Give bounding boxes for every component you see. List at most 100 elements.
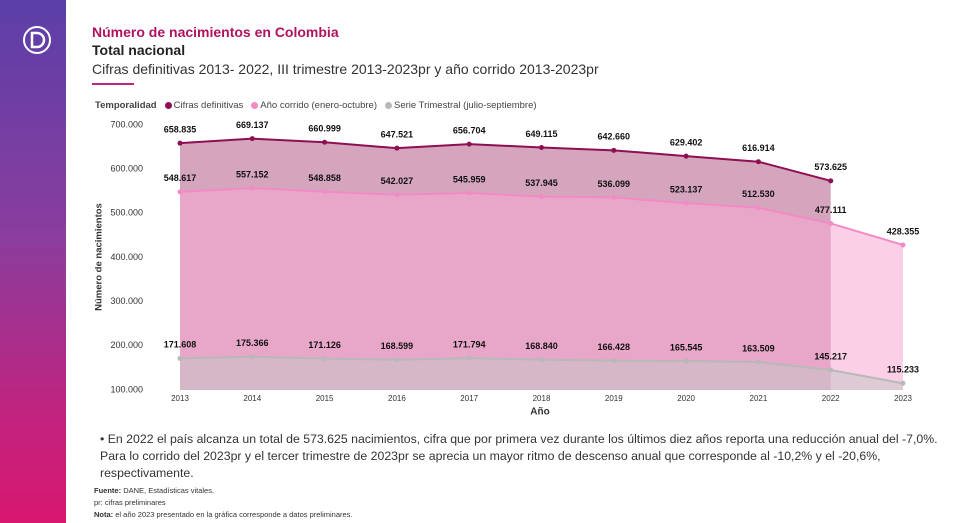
line [179, 137, 831, 182]
value-label: 477.111 [815, 205, 847, 215]
value-label: 536.099 [598, 179, 631, 189]
value-label: 656.704 [453, 125, 486, 135]
subtitle: Total nacional [92, 42, 186, 58]
value-label: 145.217 [814, 351, 847, 361]
point [249, 136, 255, 142]
value-label: 545.959 [453, 174, 486, 184]
legend-title: Temporalidad [95, 100, 157, 111]
point [828, 220, 834, 226]
legend-label: Cifras definitivas [173, 100, 244, 111]
value-label: 548.617 [164, 173, 197, 183]
value-label: 166.428 [598, 342, 631, 352]
value-label: 165.545 [670, 342, 703, 352]
point [683, 153, 689, 159]
point [466, 190, 472, 196]
x-tick-label: 2013 [171, 394, 189, 403]
value-label: 548.858 [308, 173, 341, 183]
point [611, 194, 617, 200]
x-tick-label: 2016 [388, 394, 406, 403]
x-tick-label: 2023 [894, 394, 912, 403]
chart: Número de nacimientos Año 100.000 200.000… [94, 119, 920, 418]
x-tick-label: 2022 [822, 394, 840, 403]
x-tick-label: 2021 [750, 394, 768, 403]
y-tick-label: 100.000 [110, 384, 143, 394]
x-tick-label: 2015 [316, 394, 334, 403]
nota-text: el año 2023 presentado en la gráfica cor… [115, 510, 353, 519]
value-label: 171.126 [308, 340, 341, 350]
y-tick-label: 300.000 [110, 296, 143, 306]
nota-label: Nota: [94, 510, 114, 519]
pr-note: pr: cifras preliminares [94, 498, 166, 507]
value-label: 660.999 [308, 124, 341, 134]
source-label: Fuente: [94, 486, 122, 495]
point [828, 367, 834, 373]
description: Cifras definitivas 2013- 2022, III trime… [92, 61, 599, 77]
legend: Temporalidad Cifras definitivas Año corri… [95, 100, 537, 111]
nota: Nota: el año 2023 presentado en la gráfi… [94, 509, 353, 521]
point [611, 147, 617, 153]
point [755, 359, 761, 365]
legend-marker [385, 102, 392, 109]
value-label: 168.599 [381, 341, 414, 351]
legend-item: Año corrido (enero-octubre) [251, 100, 377, 111]
value-label: 175.366 [236, 338, 269, 348]
value-label: 428.355 [887, 226, 920, 236]
y-tick-label: 700.000 [110, 119, 143, 129]
point [322, 139, 328, 145]
x-tick-label: 2017 [460, 394, 478, 403]
point [755, 159, 761, 165]
point [394, 357, 400, 363]
point [249, 354, 255, 360]
value-label: 115.233 [887, 365, 919, 375]
point [900, 242, 906, 248]
point [322, 189, 328, 195]
value-label: 512.530 [742, 189, 775, 199]
y-tick-label: 600.000 [110, 164, 143, 174]
title: Número de nacimientos en Colombia [92, 24, 339, 40]
point [611, 358, 617, 364]
x-tick-label: 2020 [677, 394, 695, 403]
value-label: 669.137 [236, 120, 269, 130]
point [466, 141, 472, 147]
point [683, 358, 689, 364]
y-axis-label: Número de nacimientos [94, 203, 105, 311]
point [177, 355, 183, 361]
point [755, 205, 761, 211]
legend-marker [164, 102, 172, 109]
value-label: 171.794 [453, 340, 486, 350]
value-label: 168.840 [525, 341, 558, 351]
point [539, 357, 544, 363]
logo [23, 26, 51, 54]
x-tick-label: 2018 [533, 394, 551, 403]
point [466, 355, 472, 361]
x-tick-label: 2014 [243, 394, 261, 403]
x-tick-label: 2019 [605, 394, 623, 403]
legend-item: Serie Trimestral (julio-septiembre) [385, 100, 537, 111]
value-label: 171.608 [164, 340, 197, 350]
legend-label: Año corrido (enero-octubre) [260, 100, 377, 111]
legend-label: Serie Trimestral (julio-septiembre) [394, 100, 537, 111]
point [177, 140, 183, 146]
point [322, 356, 328, 362]
value-label: 649.115 [525, 129, 557, 139]
value-label: 642.660 [598, 132, 631, 142]
value-label: 537.945 [525, 178, 558, 188]
value-label: 658.835 [164, 125, 197, 135]
sidebar [0, 0, 66, 523]
y-tick-label: 400.000 [110, 252, 143, 262]
value-label: 557.152 [236, 169, 269, 179]
footnotes: Fuente: DANE, Estadísticas vitales. pr: … [94, 485, 353, 521]
area-fill [180, 188, 903, 390]
area-fill [180, 356, 903, 390]
legend-marker [251, 102, 259, 109]
value-label: 163.509 [742, 343, 775, 353]
underline [92, 83, 134, 85]
y-tick-label: 500.000 [110, 208, 143, 218]
point [394, 192, 400, 198]
value-label: 629.402 [670, 138, 703, 148]
point [683, 200, 689, 206]
x-axis-label: Año [530, 407, 549, 418]
y-tick-label: 200.000 [110, 340, 143, 350]
note: • En 2022 el país alcanza un total de 57… [100, 432, 938, 480]
